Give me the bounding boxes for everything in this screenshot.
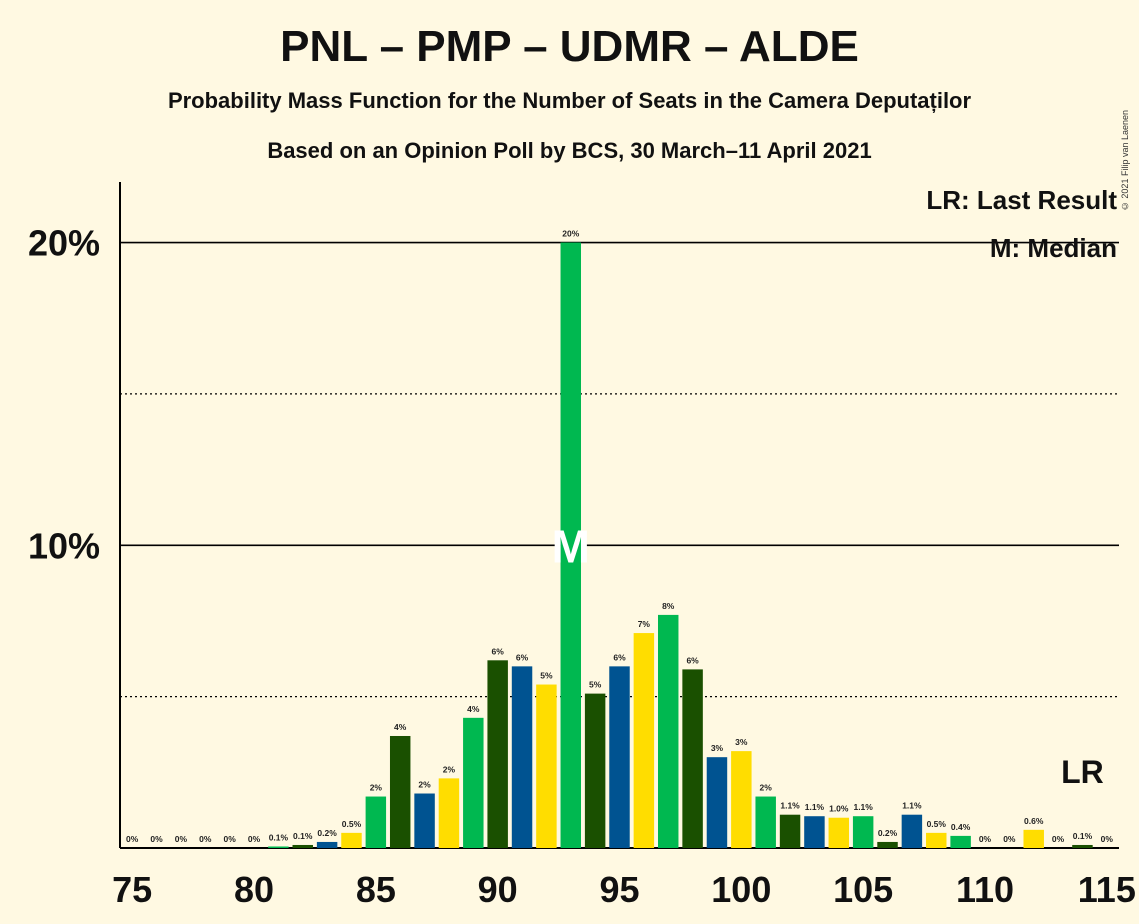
bar-label: 4% [394,722,407,732]
bar-label: 3% [735,737,748,747]
bar-label: 0% [126,834,139,844]
x-tick-label: 100 [711,869,771,910]
bar-93 [560,242,582,848]
chart-title: PNL – PMP – UDMR – ALDE [280,22,859,71]
bar-91 [511,666,533,848]
bar-107 [901,814,923,848]
x-tick-label: 115 [1078,869,1136,910]
x-tick-label: 105 [833,869,893,910]
bar-label: 0% [979,834,992,844]
chart-subtitle: Probability Mass Function for the Number… [167,88,972,113]
bar-85 [365,796,387,848]
legend-median: M: Median [990,233,1117,263]
bar-109 [950,835,971,848]
x-tick-label: 90 [478,869,518,910]
bar-98 [682,669,703,848]
bar-label: 20% [562,229,579,239]
bar-label: 0% [1003,834,1016,844]
bar-label: 6% [613,652,626,662]
bar-label: 0% [150,834,163,844]
bar-label: 0.1% [1073,831,1093,841]
bar-label: 0.1% [269,832,289,842]
bar-label: 0% [1052,834,1065,844]
bar-label: 0.6% [1024,816,1044,826]
bar-label: 1.1% [780,801,800,811]
bar-label: 0.2% [317,828,337,838]
bar-label: 0.2% [878,828,898,838]
bar-96 [633,633,655,848]
bar-label: 0% [223,834,236,844]
bar-86 [389,735,411,848]
bar-83 [316,841,338,848]
bar-92 [536,684,557,848]
bar-label: 0% [248,834,261,844]
bar-label: 0.4% [951,822,971,832]
bar-90 [487,660,508,848]
bar-label: 0% [1101,834,1114,844]
bar-104 [828,817,850,848]
bar-99 [706,757,728,848]
bar-label: 0.1% [293,831,313,841]
bar-84 [341,832,362,848]
bar-88 [438,778,460,848]
bar-label: 8% [662,601,675,611]
bar-label: 2% [760,783,773,793]
last-result-marker: LR [1061,754,1104,790]
bar-label: 1.1% [805,802,825,812]
bar-label: 0.5% [927,819,947,829]
x-tick-label: 75 [112,869,152,910]
bar-label: 0% [199,834,212,844]
bar-112 [1023,829,1044,848]
bar-108 [926,832,947,848]
bar-97 [657,614,679,848]
x-tick-label: 110 [956,869,1014,910]
bar-label: 0% [175,834,188,844]
x-tick-label: 95 [599,869,639,910]
y-tick-label: 10% [28,525,100,566]
bar-87 [414,793,435,848]
bar-label: 2% [418,780,431,790]
x-tick-label: 80 [234,869,274,910]
bar-114 [1072,844,1093,848]
bar-label: 1.1% [853,802,873,812]
bar-103 [804,816,825,848]
y-tick-label: 20% [28,223,100,264]
bar-label: 2% [370,783,383,793]
bar-101 [755,796,776,848]
bar-label: 1.0% [829,804,849,814]
bar-95 [609,666,630,848]
bar-label: 6% [492,646,505,656]
bar-81 [268,846,289,848]
median-marker: M [552,520,590,572]
bar-100 [731,751,752,848]
bar-label: 6% [516,652,529,662]
bar-label: 3% [711,743,724,753]
bar-label: 5% [589,680,602,690]
bar-label: 1.1% [902,801,922,811]
bar-89 [463,717,484,848]
bar-label: 5% [540,671,553,681]
bar-label: 0.5% [342,819,362,829]
x-tick-label: 85 [356,869,396,910]
bar-94 [584,693,606,848]
bar-label: 2% [443,764,456,774]
bar-label: 4% [467,704,480,714]
bar-label: 7% [638,619,651,629]
bar-105 [852,816,874,848]
bar-106 [877,841,898,848]
bar-82 [292,844,313,848]
bar-102 [779,814,801,848]
chart-subtitle-source: Based on an Opinion Poll by BCS, 30 Marc… [267,138,872,163]
legend-last-result: LR: Last Result [926,185,1117,215]
bar-label: 6% [686,655,699,665]
